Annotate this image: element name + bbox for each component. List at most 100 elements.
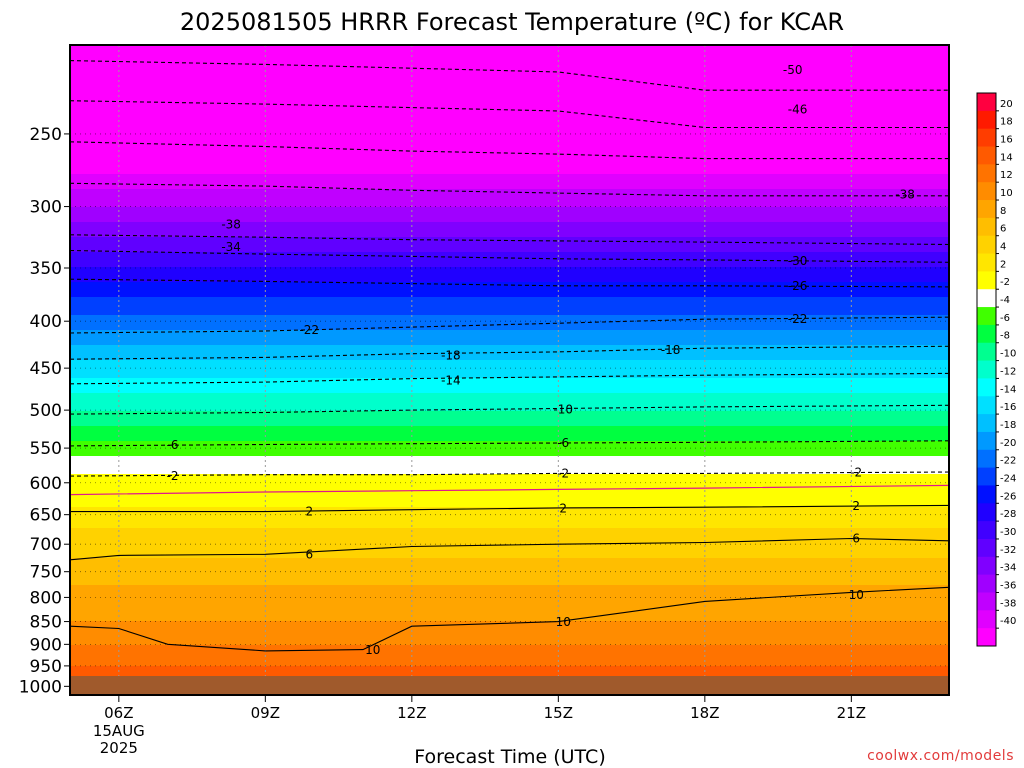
- temperature-band: [70, 579, 949, 583]
- temperature-band: [70, 552, 949, 556]
- temperature-band: [70, 81, 949, 85]
- colorbar-label: -24: [1000, 473, 1016, 484]
- temperature-band: [70, 315, 949, 319]
- temperature-band: [70, 402, 949, 406]
- contour-line: [70, 316, 949, 334]
- temperature-band: [70, 168, 949, 172]
- temperature-band: [70, 330, 949, 334]
- y-tick-label: 550: [30, 439, 62, 459]
- temperature-band: [70, 174, 949, 178]
- temperature-band: [70, 165, 949, 169]
- contour-line: [70, 234, 949, 246]
- contour-line: [70, 60, 949, 91]
- colorbar-label: -32: [1000, 545, 1016, 556]
- temperature-band: [70, 510, 949, 514]
- temperature-band: [70, 216, 949, 220]
- temperature-band: [70, 411, 949, 415]
- colorbar-swatch: [977, 307, 996, 326]
- temperature-band: [70, 99, 949, 103]
- temperature-band: [70, 132, 949, 136]
- temperature-band: [70, 495, 949, 499]
- temperature-band: [70, 672, 949, 676]
- colorbar-label: -8: [1000, 331, 1010, 342]
- temperature-band: [70, 426, 949, 430]
- contour-line: [70, 586, 949, 652]
- contour-label: -46: [788, 102, 808, 116]
- temperature-band: [70, 246, 949, 250]
- y-axis: 2503003504004505005506006507007508008509…: [19, 125, 70, 697]
- temperature-band: [70, 147, 949, 151]
- contour-line: [70, 404, 949, 415]
- grid-lines: [70, 45, 949, 695]
- contour-line: [70, 504, 949, 513]
- temperature-band: [70, 585, 949, 589]
- temperature-band: [70, 345, 949, 349]
- temperature-band: [70, 93, 949, 97]
- y-tick-label: 500: [30, 401, 62, 421]
- temperature-band: [70, 513, 949, 517]
- temperature-band: [70, 219, 949, 223]
- colorbar-label: 18: [1000, 117, 1013, 128]
- colorbar-swatch: [977, 592, 996, 611]
- temperature-band: [70, 144, 949, 148]
- contour-label: -14: [441, 373, 461, 387]
- colorbar-label: 10: [1000, 188, 1013, 199]
- colorbar-label: 12: [1000, 170, 1013, 181]
- colorbar-frame: [976, 92, 997, 647]
- temperature-band: [70, 156, 949, 160]
- credit-text: coolwx.com/models: [867, 748, 1014, 764]
- temperature-band: [70, 261, 949, 265]
- temperature-band: [70, 72, 949, 76]
- temperature-band: [70, 393, 949, 397]
- temperature-band: [70, 417, 949, 421]
- contour-line: [70, 345, 949, 360]
- colorbar-label: -6: [1000, 313, 1010, 324]
- plot-area: -50-46-38-38-34-30-26-22-22-18 -18-14-10-…: [70, 45, 949, 695]
- colorbar-swatch: [977, 217, 996, 237]
- temperature-band: [70, 51, 949, 55]
- temperature-band: [70, 423, 949, 427]
- colorbar-swatch: [977, 574, 996, 593]
- temperature-band: [70, 57, 949, 61]
- temperature-band: [70, 477, 949, 481]
- temperature-band: [70, 600, 949, 604]
- temperature-band: [70, 366, 949, 370]
- temperature-band: [70, 480, 949, 484]
- temperature-band: [70, 648, 949, 652]
- temperature-band: [70, 84, 949, 88]
- temperature-band: [70, 210, 949, 214]
- contour-label: -38: [895, 187, 915, 201]
- temperature-band: [70, 309, 949, 313]
- temperature-band: [70, 234, 949, 238]
- temperature-band: [70, 438, 949, 442]
- colorbar-label: -2: [1000, 277, 1010, 288]
- temperature-band: [70, 654, 949, 658]
- temperature-band: [70, 294, 949, 298]
- temperature-band: [70, 432, 949, 436]
- colorbar-label: 4: [1000, 242, 1006, 253]
- colorbar-swatch: [977, 110, 996, 130]
- temperature-band: [70, 138, 949, 142]
- temperature-band: [70, 222, 949, 226]
- temperature-band: [70, 663, 949, 667]
- colorbar-swatch: [977, 414, 996, 433]
- temperature-band: [70, 126, 949, 130]
- colorbar-label: -26: [1000, 491, 1016, 502]
- temperature-band: [70, 237, 949, 241]
- colorbar-label: -14: [1000, 384, 1016, 395]
- y-tick-label: 750: [30, 563, 62, 583]
- temperature-band: [70, 231, 949, 235]
- temperature-band: [70, 306, 949, 310]
- colorbar-label: -36: [1000, 580, 1016, 591]
- temperature-band: [70, 456, 949, 460]
- temperature-band: [70, 240, 949, 244]
- temperature-band: [70, 405, 949, 409]
- temperature-band: [70, 390, 949, 394]
- colorbar-swatch: [977, 271, 996, 290]
- temperature-band: [70, 624, 949, 628]
- contour-label: -26: [788, 279, 808, 293]
- temperature-band: [70, 300, 949, 304]
- temperature-band: [70, 291, 949, 295]
